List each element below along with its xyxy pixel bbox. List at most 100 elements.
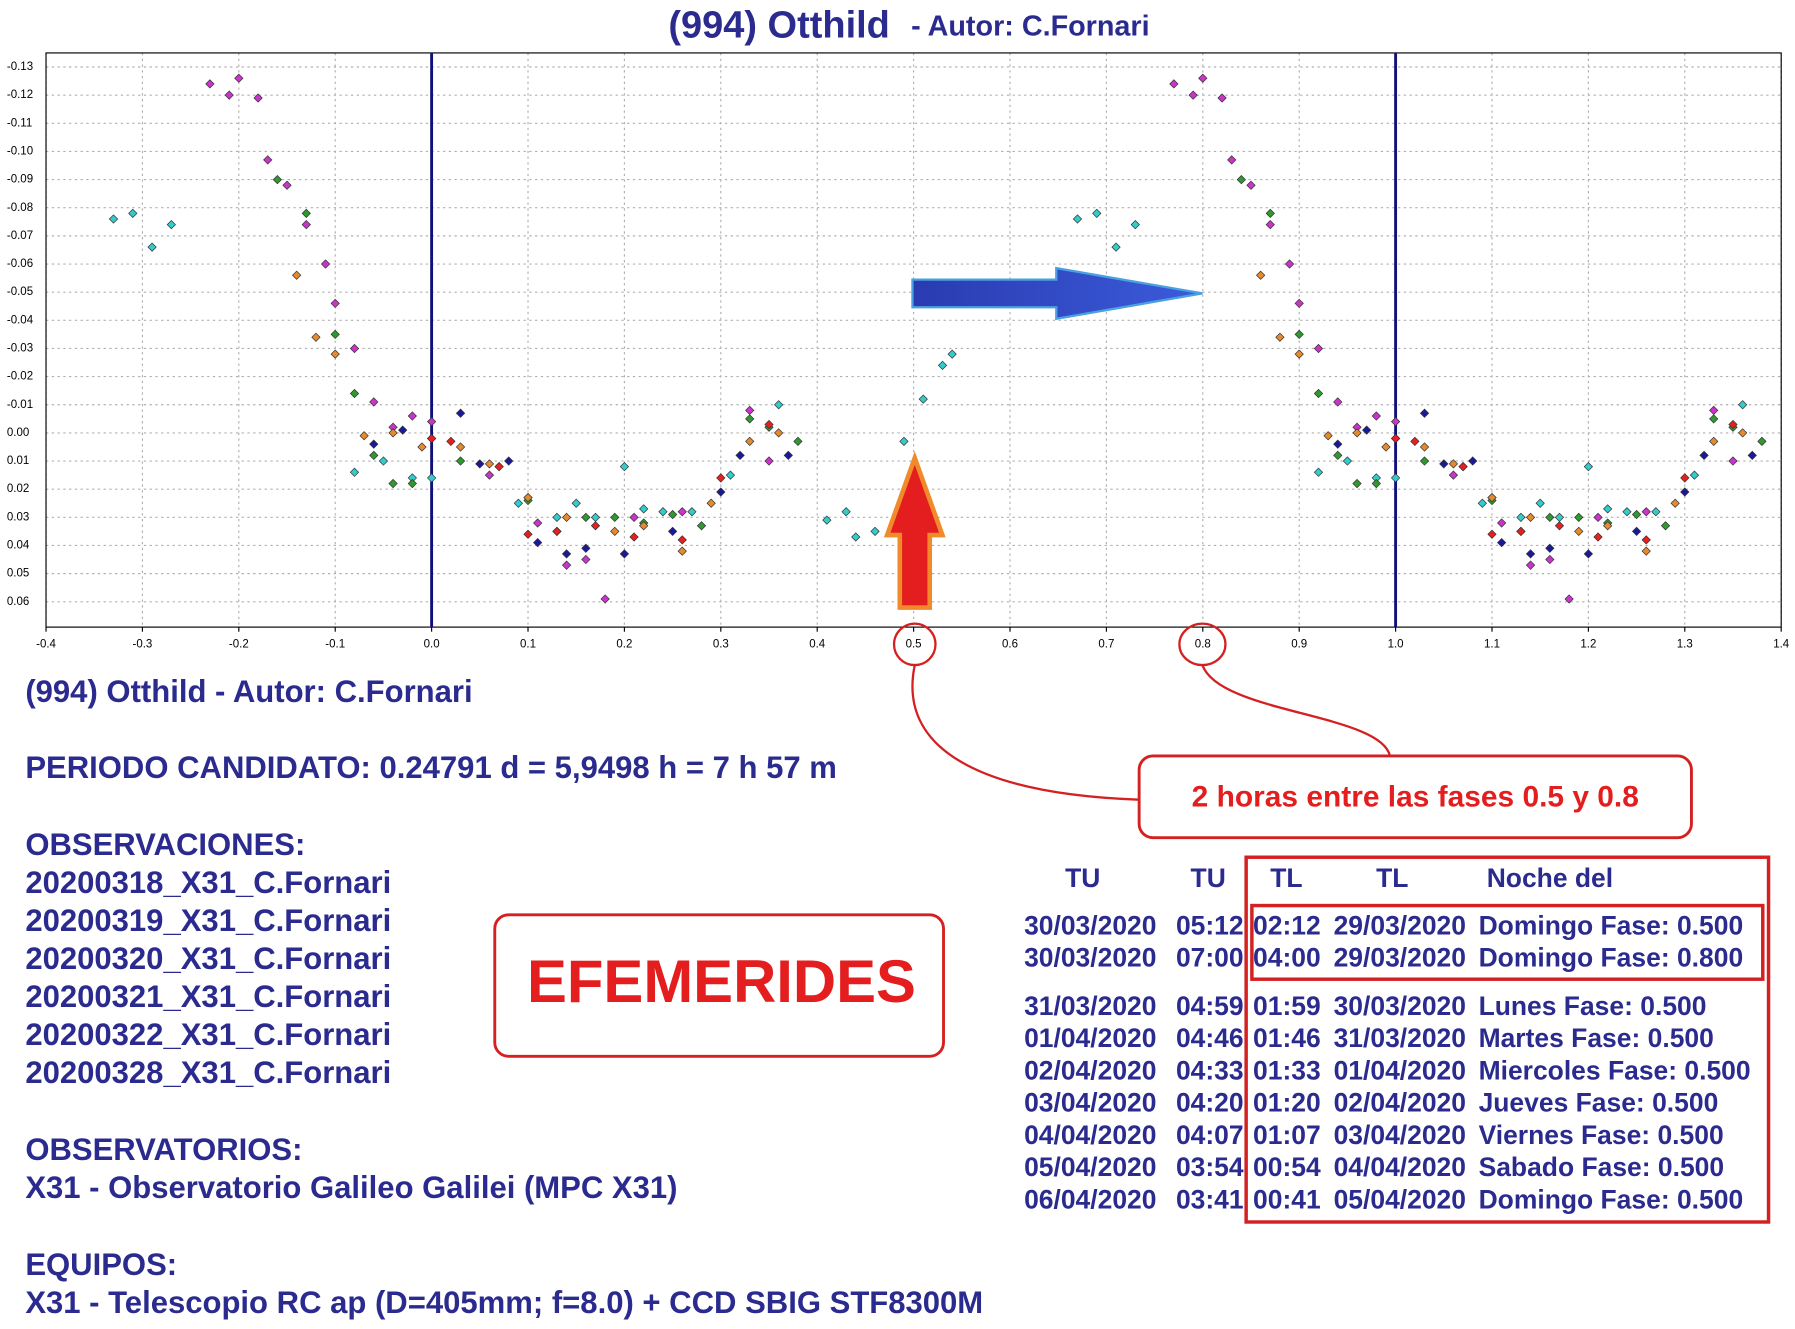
data-point [1641,535,1651,545]
data-point [1313,467,1324,477]
y-tick-label: 0.03 [7,511,29,523]
data-point [504,456,514,466]
table-cell: 01:33 [1253,1055,1321,1085]
y-tick-label: -0.05 [7,286,33,298]
data-point [1680,487,1690,497]
data-point [1574,526,1584,537]
data-point [523,529,533,539]
table-cell: 03:54 [1176,1152,1244,1182]
y-tick-label: -0.10 [7,145,33,157]
data-point [1680,473,1690,483]
data-point [774,400,784,410]
y-tick-label: -0.08 [7,202,33,214]
data-point [1468,456,1478,466]
x-tick-label: 0.1 [520,638,536,650]
info-line: OBSERVATORIOS: [25,1132,302,1167]
data-point [764,419,774,430]
data-point [166,219,176,230]
table-cell: 00:54 [1253,1152,1321,1182]
data-point [417,442,427,452]
data-point [687,507,697,517]
table-cell: 04:59 [1176,991,1244,1021]
x-tick-label: 0.5 [906,638,922,650]
data-point [1342,456,1353,466]
table-cell: 02:12 [1253,910,1321,940]
data-point [1448,459,1459,469]
data-point [484,470,495,480]
data-point [301,219,311,230]
data-point [1333,397,1343,407]
data-point [774,428,784,438]
y-tick-label: 0.04 [7,540,30,552]
y-tick-label: 0.00 [7,427,29,439]
ephemeris-table: TU TU TL TL Noche del 30/03/2020 05:12 02:12 29/… [1024,863,1751,1214]
data-point [1525,549,1536,559]
x-tick-label: -0.2 [229,638,249,650]
x-tick-label: 0.9 [1291,638,1307,650]
x-tick-label: 1.1 [1484,638,1500,650]
data-point [1198,73,1208,83]
data-point [513,498,524,508]
data-point [1554,521,1565,531]
data-point [1670,498,1680,508]
data-point [1227,155,1237,165]
data-point [1256,270,1266,280]
y-tick-label: 0.02 [7,483,29,495]
data-point [1545,554,1555,565]
data-point [253,93,263,103]
data-point [1641,507,1651,517]
callout-text: 2 horas entre las fases 0.5 y 0.8 [1192,780,1639,813]
data-point [1371,478,1381,489]
data-point [1410,436,1420,446]
info-line: X31 - Telescopio RC ap (D=405mm; f=8.0) … [25,1285,983,1320]
red-arrow [883,451,946,610]
y-tick-label: 0.05 [7,568,29,580]
data-point [407,478,417,489]
table-cell: 04:33 [1176,1055,1244,1085]
data-point [1275,332,1285,342]
x-tick-label: 1.4 [1773,638,1790,650]
data-point [1477,498,1487,508]
data-point [1362,425,1372,435]
data-point [706,498,716,508]
data-point [369,439,379,449]
data-point [1545,512,1555,522]
table-cell: 01:20 [1253,1088,1321,1118]
table-cell: 04/04/2020 [1334,1152,1466,1182]
data-point [128,208,138,218]
data-point [716,473,726,483]
table-cell: 01/04/2020 [1024,1023,1156,1053]
table-header: TU [1065,863,1100,893]
data-point [764,456,774,466]
data-point [301,208,311,218]
data-point [581,554,591,565]
data-point [1631,526,1642,537]
table-cell: 01:59 [1253,991,1321,1021]
table-cell: Sabado Fase: 0.500 [1479,1152,1725,1182]
table-cell: 06/04/2020 [1024,1184,1156,1214]
table-cell: Domingo Fase: 0.500 [1479,910,1744,940]
data-point [1738,428,1748,438]
table-frame [1244,855,1771,1224]
data-point [1709,414,1719,424]
data-point [1333,439,1343,449]
data-point [1323,431,1333,441]
data-point [330,298,340,309]
callout-box [1137,754,1693,840]
table-cell: 01:07 [1253,1120,1321,1150]
x-tick-label: 0.2 [616,638,632,650]
data-point [1188,90,1198,100]
data-point [1728,456,1738,466]
data-point [1516,526,1526,537]
data-point [619,549,630,559]
chart-heading: (994) Otthild - Autor: C.Fornari [668,5,1149,47]
x-tick-label: 0.8 [1195,638,1211,650]
data-point [745,436,755,446]
data-point [1651,507,1661,517]
data-point [1583,462,1594,472]
data-point [1371,411,1381,421]
y-tick-label: -0.02 [7,371,33,383]
data-point [1419,408,1430,418]
x-tick-label: 0.0 [424,638,440,650]
